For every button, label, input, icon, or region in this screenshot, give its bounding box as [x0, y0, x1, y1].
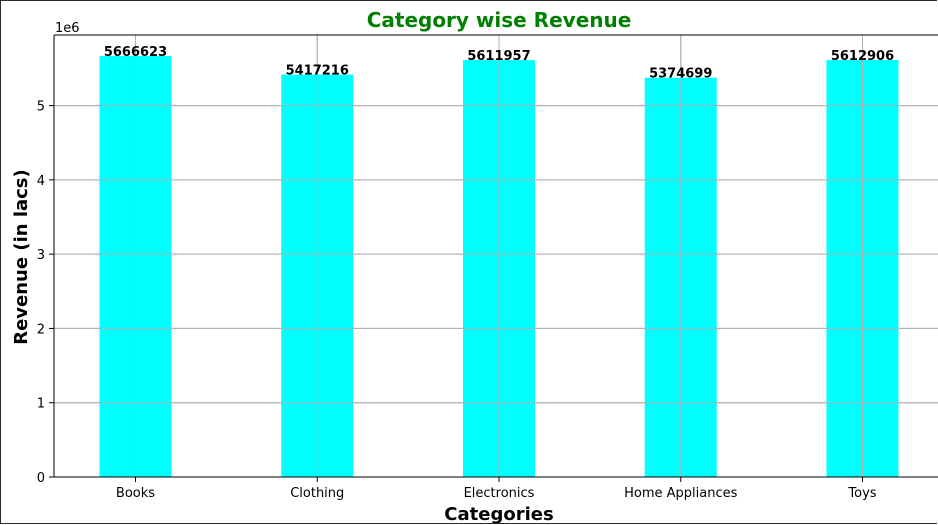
x-tick-label: Electronics: [464, 486, 535, 501]
bar-value-label: 5374699: [649, 67, 712, 82]
y-tick-label: 4: [37, 174, 45, 189]
x-axis-label: Categories: [444, 504, 553, 525]
x-tick-label: Clothing: [290, 486, 344, 501]
bar-value-label: 5612906: [831, 49, 894, 64]
bars: [54, 35, 938, 478]
y-tick-label: 0: [37, 471, 45, 486]
y-tick-label: 3: [37, 248, 45, 263]
x-tick-label: Books: [116, 486, 155, 501]
bar-value-label: 5611957: [467, 49, 530, 64]
y-tick-label: 2: [37, 322, 45, 337]
y-scale-multiplier: 1e6: [55, 21, 80, 36]
chart-title: Category wise Revenue: [367, 8, 632, 32]
y-tick-label: 5: [37, 100, 45, 115]
bar-value-label: 5666623: [104, 45, 167, 60]
axes: 0 1 2 3 4 5 Books Clothing Electronics Home Appli…: [37, 34, 938, 501]
x-tick-label: Toys: [847, 486, 876, 501]
bar-value-label: 5417216: [286, 64, 349, 79]
y-axis-label: Revenue (in lacs): [11, 169, 32, 345]
x-tick-label: Home Appliances: [624, 486, 737, 501]
y-tick-label: 1: [37, 397, 45, 412]
bar-value-labels: 5666623 5417216 5611957 5374699 5612906: [104, 45, 894, 82]
